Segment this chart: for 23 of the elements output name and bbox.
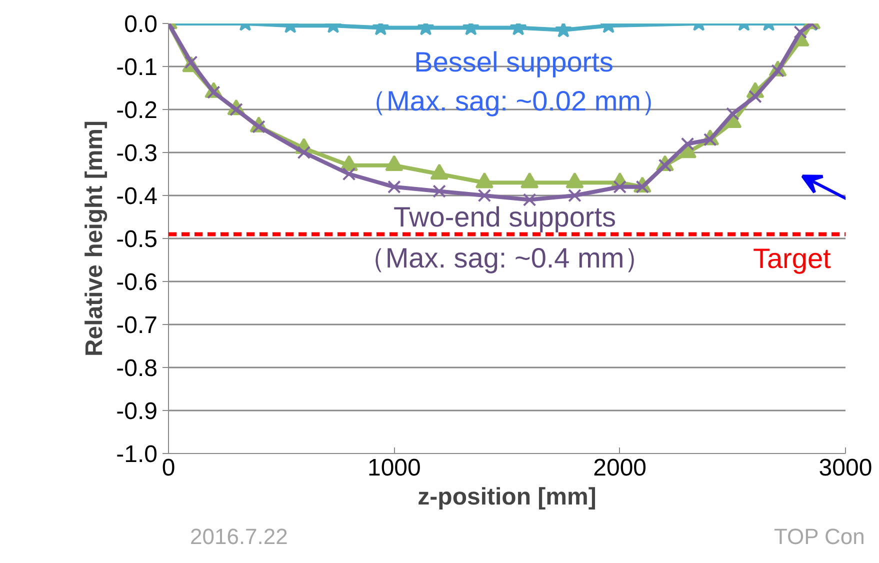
x-tick-label: 2000 (593, 454, 647, 482)
y-tick-label: -0.5 (116, 226, 158, 253)
y-tick-label: -0.8 (116, 355, 158, 382)
text: 2016.7.22 (190, 523, 288, 551)
y-axis-title: Relative height [mm] (81, 120, 108, 357)
x-tick-label: 1000 (367, 454, 421, 482)
y-tick-label: -0.7 (116, 312, 158, 339)
y-tick-label: -0.9 (116, 398, 158, 425)
text: TOP Con (774, 523, 865, 551)
x-tick-label: 0 (162, 454, 176, 482)
y-tick-label: -0.6 (116, 269, 158, 296)
x-tick-label: 3000 (818, 454, 872, 482)
y-tick-label: -1.0 (116, 441, 158, 468)
annotation: （Max. sag: ~0.4 mm） (357, 242, 652, 274)
x-axis-title: z-position [mm] (418, 484, 596, 510)
annotation: （Max. sag: ~0.02 mm） (358, 85, 669, 116)
y-tick-label: 0.0 (124, 11, 158, 38)
y-tick-label: -0.3 (116, 140, 158, 167)
ref-line-label: Target (752, 242, 832, 274)
annotation: Two-end supports (393, 202, 616, 232)
y-tick-label: -0.4 (116, 183, 158, 210)
y-tick-label: -0.2 (116, 97, 158, 124)
y-tick-label: -0.1 (116, 54, 158, 81)
